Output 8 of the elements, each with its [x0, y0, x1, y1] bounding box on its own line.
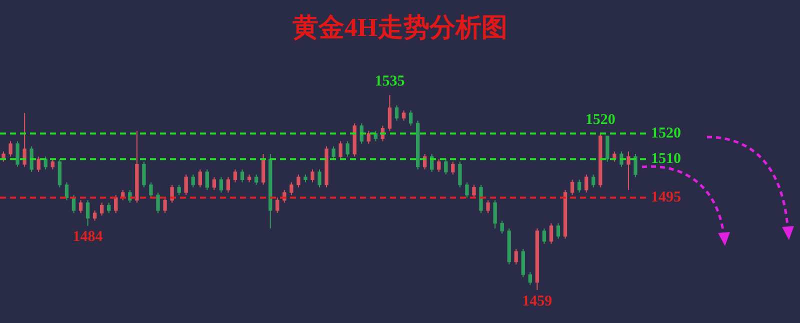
annotation: 1459 — [522, 293, 552, 310]
ref-line-label: 1510 — [651, 151, 681, 168]
annotation: 1484 — [72, 229, 104, 246]
annotation: 1535 — [374, 73, 405, 90]
annotation: 1520 — [585, 112, 616, 128]
ref-line-label: 1495 — [651, 190, 681, 206]
chart-title: 黄金4H走势分析图 — [291, 12, 509, 44]
ref-line-label: 1520 — [651, 125, 681, 142]
